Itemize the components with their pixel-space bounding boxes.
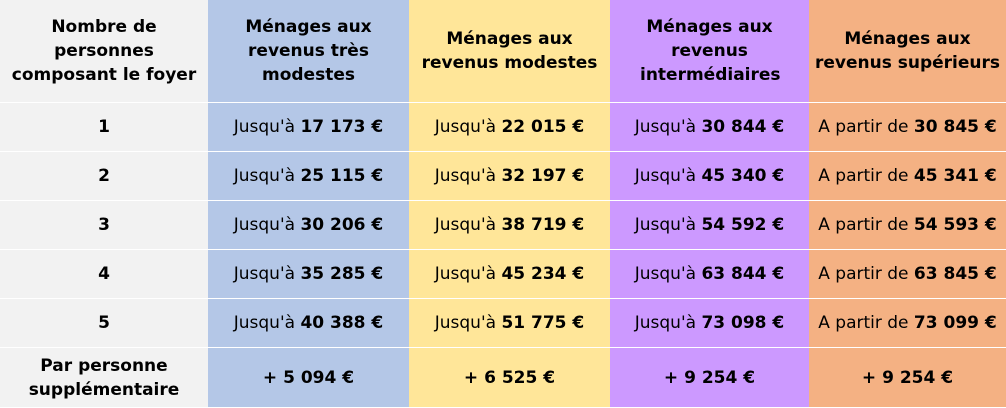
threshold-prefix: Jusqu'à [634,264,697,284]
extra-tres-modestes: + 5 094 € [208,347,409,408]
threshold-prefix: A partir de [818,313,909,333]
threshold-prefix: A partir de [818,215,909,235]
threshold-modestes: Jusqu'à 32 197 € [409,151,610,201]
threshold-prefix: Jusqu'à [634,166,697,186]
threshold-prefix: A partir de [818,264,909,284]
header-row: Nombre de personnes composant le foyer M… [0,0,1006,103]
threshold-prefix: Jusqu'à [233,215,296,235]
threshold-amount: 30 206 € [300,215,384,235]
threshold-tres-modestes: Jusqu'à 25 115 € [208,151,409,201]
table-row: 5 Jusqu'à 40 388 € Jusqu'à 51 775 € Jusqu'à… [0,298,1006,348]
threshold-amount: 30 844 € [701,117,785,137]
header-tres-modestes: Ménages aux revenus très modestes [208,0,409,103]
threshold-amount: 35 285 € [300,264,384,284]
threshold-amount: 73 099 € [913,313,997,333]
threshold-tres-modestes: Jusqu'à 30 206 € [208,200,409,250]
threshold-amount: 30 845 € [913,117,997,137]
threshold-amount: 54 592 € [701,215,785,235]
threshold-amount: 45 341 € [913,166,997,186]
threshold-prefix: A partir de [818,117,909,137]
threshold-modestes: Jusqu'à 38 719 € [409,200,610,250]
threshold-superieurs: A partir de 45 341 € [809,151,1006,201]
extra-superieurs: + 9 254 € [809,347,1006,408]
table-row: 4 Jusqu'à 35 285 € Jusqu'à 45 234 € Jusqu'à… [0,249,1006,299]
table-row: 3 Jusqu'à 30 206 € Jusqu'à 38 719 € Jusqu'à… [0,200,1006,250]
header-superieurs: Ménages aux revenus supérieurs [809,0,1006,103]
persons-count: 3 [0,200,208,250]
threshold-superieurs: A partir de 54 593 € [809,200,1006,250]
header-persons: Nombre de personnes composant le foyer [0,0,208,103]
threshold-prefix: Jusqu'à [634,313,697,333]
threshold-tres-modestes: Jusqu'à 35 285 € [208,249,409,299]
threshold-prefix: A partir de [818,166,909,186]
threshold-intermediaires: Jusqu'à 30 844 € [610,102,809,152]
threshold-prefix: Jusqu'à [634,215,697,235]
threshold-prefix: Jusqu'à [233,117,296,137]
extra-modestes: + 6 525 € [409,347,610,408]
persons-count: 5 [0,298,208,348]
threshold-prefix: Jusqu'à [634,117,697,137]
threshold-amount: 32 197 € [501,166,585,186]
header-intermediaires: Ménages aux revenus intermédiaires [610,0,809,103]
threshold-superieurs: A partir de 73 099 € [809,298,1006,348]
table-row: 2 Jusqu'à 25 115 € Jusqu'à 32 197 € Jusqu'à… [0,151,1006,201]
threshold-amount: 73 098 € [701,313,785,333]
threshold-prefix: Jusqu'à [434,117,497,137]
persons-count: 4 [0,249,208,299]
threshold-prefix: Jusqu'à [233,166,296,186]
extra-intermediaires: + 9 254 € [610,347,809,408]
threshold-amount: 45 340 € [701,166,785,186]
threshold-intermediaires: Jusqu'à 45 340 € [610,151,809,201]
threshold-modestes: Jusqu'à 51 775 € [409,298,610,348]
threshold-amount: 63 845 € [913,264,997,284]
threshold-prefix: Jusqu'à [233,264,296,284]
threshold-amount: 54 593 € [913,215,997,235]
header-modestes: Ménages aux revenus modestes [409,0,610,103]
threshold-amount: 40 388 € [300,313,384,333]
threshold-intermediaires: Jusqu'à 73 098 € [610,298,809,348]
persons-count: 2 [0,151,208,201]
threshold-amount: 17 173 € [300,117,384,137]
extra-person-label: Par personne supplémentaire [0,347,208,408]
threshold-prefix: Jusqu'à [434,313,497,333]
persons-count: 1 [0,102,208,152]
threshold-intermediaires: Jusqu'à 54 592 € [610,200,809,250]
threshold-prefix: Jusqu'à [233,313,296,333]
threshold-prefix: Jusqu'à [434,215,497,235]
threshold-modestes: Jusqu'à 45 234 € [409,249,610,299]
threshold-superieurs: A partir de 30 845 € [809,102,1006,152]
threshold-prefix: Jusqu'à [434,264,497,284]
threshold-tres-modestes: Jusqu'à 17 173 € [208,102,409,152]
threshold-amount: 22 015 € [501,117,585,137]
threshold-superieurs: A partir de 63 845 € [809,249,1006,299]
threshold-modestes: Jusqu'à 22 015 € [409,102,610,152]
threshold-tres-modestes: Jusqu'à 40 388 € [208,298,409,348]
threshold-amount: 25 115 € [300,166,384,186]
threshold-amount: 51 775 € [501,313,585,333]
threshold-intermediaires: Jusqu'à 63 844 € [610,249,809,299]
threshold-amount: 45 234 € [501,264,585,284]
threshold-amount: 38 719 € [501,215,585,235]
threshold-amount: 63 844 € [701,264,785,284]
threshold-prefix: Jusqu'à [434,166,497,186]
table-row-extra-person: Par personne supplémentaire + 5 094 € + … [0,347,1006,408]
table-row: 1 Jusqu'à 17 173 € Jusqu'à 22 015 € Jusqu'à… [0,102,1006,152]
